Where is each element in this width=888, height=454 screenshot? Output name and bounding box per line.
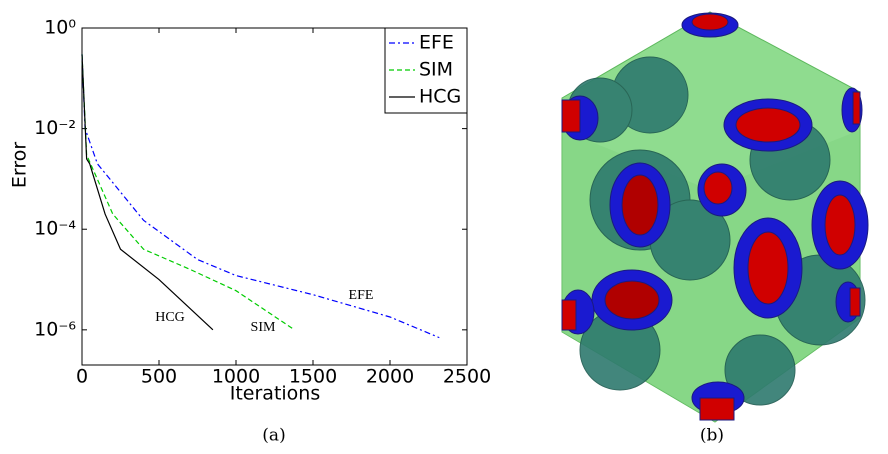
x-tick-label: 1500 bbox=[289, 366, 337, 388]
x-axis-label: Iterations bbox=[230, 383, 321, 405]
caption: (a) bbox=[262, 426, 285, 446]
x-tick-label: 2000 bbox=[366, 366, 414, 388]
annotation: EFE bbox=[349, 288, 374, 303]
line bbox=[81, 54, 295, 331]
line bbox=[81, 54, 440, 339]
y-tick-label: 10⁰ bbox=[44, 17, 76, 39]
caption: (b) bbox=[700, 426, 724, 446]
y-tick-label: 10⁻⁴ bbox=[34, 218, 76, 240]
legend-label: HCG bbox=[419, 86, 461, 108]
rendering bbox=[561, 11, 869, 423]
plot-frame bbox=[81, 27, 468, 366]
legend bbox=[384, 27, 468, 114]
x-tick-label: 2500 bbox=[443, 366, 491, 388]
legend-label: SIM bbox=[419, 59, 453, 81]
x-tick-label: 1000 bbox=[212, 366, 260, 388]
annotation: HCG bbox=[155, 310, 185, 325]
line bbox=[81, 54, 214, 331]
legend-label: EFE bbox=[419, 32, 454, 54]
y-tick-label: 10⁻² bbox=[34, 117, 76, 139]
y-axis-label: Error bbox=[9, 142, 31, 189]
y-tick-label: 10⁻⁶ bbox=[34, 318, 76, 340]
x-tick-label: 0 bbox=[76, 366, 88, 388]
annotation: SIM bbox=[251, 320, 276, 335]
x-tick-label: 500 bbox=[141, 366, 177, 388]
